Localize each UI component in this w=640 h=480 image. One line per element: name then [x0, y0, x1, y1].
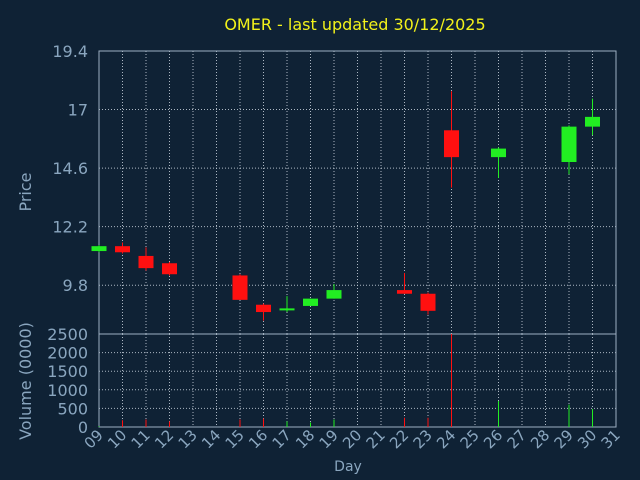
candle-body [444, 130, 459, 158]
volume-tick-label: 1500 [47, 362, 88, 381]
candle-body [138, 255, 154, 269]
candle-body [303, 298, 318, 306]
candle-body [585, 116, 600, 127]
candle-body [115, 246, 130, 253]
candle-body [232, 275, 248, 300]
price-tick-label: 14.6 [52, 159, 88, 178]
volume-tick-label: 500 [57, 399, 88, 418]
candle-body [397, 290, 412, 294]
candle-body [162, 263, 177, 275]
price-tick-label: 12.2 [52, 218, 88, 237]
volume-tick-label: 2500 [47, 325, 88, 344]
price-tick-label: 17 [68, 101, 88, 120]
x-axis-label: Day [334, 459, 362, 475]
candle-body [420, 293, 436, 311]
candle-body [561, 126, 577, 163]
candle-body [91, 246, 107, 252]
volume-plot-frame [98, 333, 617, 428]
price-tick-label: 9.8 [63, 276, 88, 295]
x-axis: 0910111213141516171819202122232425262728… [81, 426, 624, 452]
candle-body [491, 148, 506, 158]
candle-body [279, 308, 295, 311]
candle-body [326, 290, 342, 299]
chart-title: OMER - last updated 30/12/2025 [224, 15, 485, 34]
candle-body [256, 304, 271, 313]
volume-tick-label: 1000 [47, 381, 88, 400]
volume-tick-label: 0 [78, 418, 88, 437]
price-axis-label: Price [16, 172, 35, 211]
price-tick-label: 19.4 [52, 42, 88, 61]
volume-axis-label: Volume (0000) [16, 322, 35, 440]
volume-tick-label: 2000 [47, 344, 88, 363]
